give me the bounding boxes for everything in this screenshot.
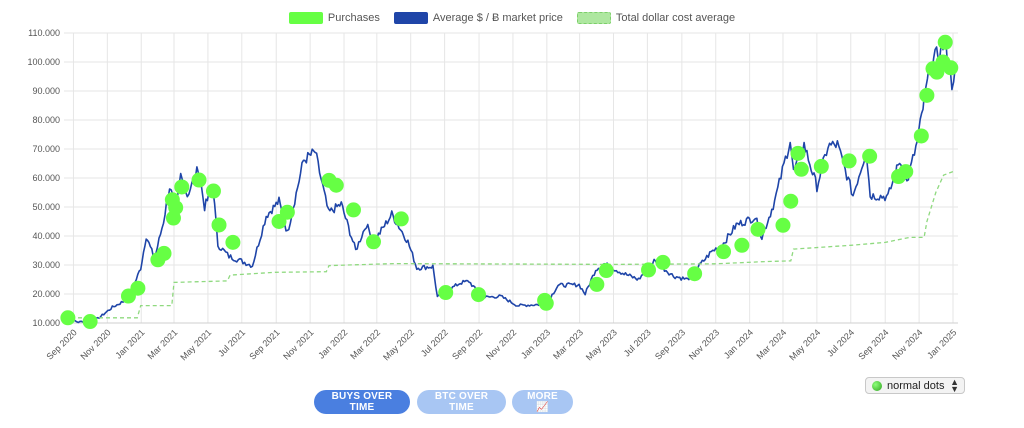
- purchase-dot[interactable]: [790, 145, 806, 161]
- legend-purchases[interactable]: Purchases: [288, 12, 380, 24]
- x-tick-label: Jan 2024: [722, 327, 755, 360]
- x-tick-label: Sep 2022: [450, 327, 484, 361]
- x-tick-label: Sep 2021: [247, 327, 281, 361]
- purchase-dot[interactable]: [813, 158, 829, 174]
- x-tick-label: Mar 2022: [348, 327, 382, 361]
- y-tick-label: 90.000: [32, 86, 60, 96]
- purchase-dot[interactable]: [538, 295, 554, 311]
- y-tick-label: 80.000: [32, 115, 60, 125]
- dca-line: [64, 170, 956, 319]
- purchase-dot[interactable]: [164, 192, 180, 208]
- x-tick-label: Jul 2021: [216, 327, 247, 358]
- purchase-dot[interactable]: [716, 244, 732, 260]
- purchase-dot[interactable]: [919, 87, 935, 103]
- purchase-dot[interactable]: [898, 164, 914, 180]
- y-axis-ticks: 10.000 20.000 30.000 40.000 50.000 60.000 70.0…: [27, 28, 60, 328]
- purchase-dot[interactable]: [191, 172, 207, 188]
- y-tick-label: 70.000: [32, 144, 60, 154]
- x-tick-label: Nov 2024: [890, 327, 924, 361]
- x-tick-label: Mar 2023: [551, 327, 585, 361]
- x-tick-label: Jan 2025: [925, 327, 958, 360]
- x-tick-label: Jan 2023: [519, 327, 552, 360]
- price-chart: 10.000 20.000 30.000 40.000 50.000 60.000 70.0…: [27, 28, 959, 362]
- purchase-dot[interactable]: [687, 266, 703, 282]
- purchase-dot[interactable]: [130, 280, 146, 296]
- purchase-dot[interactable]: [470, 287, 486, 303]
- y-tick-label: 10.000: [32, 318, 60, 328]
- x-tick-label: Mar 2024: [754, 327, 788, 361]
- purchase-dot[interactable]: [345, 202, 361, 218]
- legend-avg-price-swatch: [393, 12, 428, 24]
- purchase-dot[interactable]: [943, 60, 959, 76]
- purchase-dot[interactable]: [793, 161, 809, 177]
- x-tick-label: May 2023: [584, 327, 619, 362]
- purchase-dot[interactable]: [913, 128, 929, 144]
- btc-over-time-button[interactable]: BTC OVER TIME: [417, 390, 506, 414]
- dot-style-value: normal dots: [887, 379, 945, 392]
- chart-grid: [64, 32, 958, 324]
- purchase-dot[interactable]: [365, 234, 381, 250]
- x-tick-label: Sep 2024: [856, 327, 890, 361]
- purchase-dot[interactable]: [174, 179, 190, 195]
- purchase-dot[interactable]: [82, 314, 98, 330]
- x-tick-label: May 2022: [381, 327, 416, 362]
- purchase-dot[interactable]: [598, 263, 614, 279]
- x-tick-label: May 2024: [787, 327, 822, 362]
- x-tick-label: Sep 2020: [45, 327, 79, 361]
- purchase-dot[interactable]: [783, 193, 799, 209]
- legend-dca[interactable]: Total dollar cost average: [576, 12, 736, 24]
- purchase-dot[interactable]: [328, 177, 344, 193]
- x-tick-label: Sep 2023: [653, 327, 687, 361]
- purchase-dots: [60, 34, 959, 330]
- green-dot-icon: [872, 380, 882, 391]
- x-tick-label: Nov 2022: [484, 327, 518, 361]
- purchase-dot[interactable]: [211, 217, 227, 233]
- purchase-dot[interactable]: [60, 310, 76, 326]
- more-button[interactable]: MORE 📈: [512, 390, 573, 414]
- legend-dca-label: Total dollar cost average: [615, 12, 736, 24]
- x-tick-label: Jul 2022: [419, 327, 450, 358]
- purchase-dot[interactable]: [862, 148, 878, 164]
- x-tick-label: Jul 2024: [825, 327, 856, 358]
- purchase-dot[interactable]: [775, 217, 791, 233]
- x-tick-label: Jul 2023: [622, 327, 653, 358]
- x-tick-label: May 2021: [178, 327, 213, 362]
- purchase-dot[interactable]: [734, 237, 750, 253]
- y-tick-label: 60.000: [32, 173, 60, 183]
- purchase-dot[interactable]: [589, 276, 605, 292]
- buys-over-time-button[interactable]: BUYS OVER TIME: [314, 390, 410, 414]
- x-tick-label: Mar 2021: [145, 327, 179, 361]
- x-tick-label: Nov 2021: [281, 327, 315, 361]
- select-arrows-icon: ▲ ▼: [950, 377, 959, 394]
- y-tick-label: 50.000: [32, 202, 60, 212]
- y-tick-label: 100.000: [27, 57, 60, 67]
- legend-dca-swatch: [576, 12, 611, 24]
- legend-purchases-label: Purchases: [327, 12, 380, 24]
- legend-avg-price[interactable]: Average $ / Ƀ market price: [393, 12, 563, 24]
- x-tick-label: Nov 2023: [687, 327, 721, 361]
- y-tick-label: 110.000: [28, 28, 60, 38]
- purchase-dot[interactable]: [279, 204, 295, 220]
- purchase-dot[interactable]: [641, 262, 657, 278]
- purchase-dot[interactable]: [156, 245, 172, 261]
- purchase-dot[interactable]: [937, 34, 953, 50]
- y-tick-label: 40.000: [32, 231, 60, 241]
- purchase-dot[interactable]: [750, 221, 766, 237]
- purchase-dot[interactable]: [841, 153, 857, 169]
- purchase-dot[interactable]: [655, 254, 671, 270]
- y-tick-label: 30.000: [32, 260, 60, 270]
- purchase-dot[interactable]: [205, 183, 221, 199]
- x-tick-label: Jan 2022: [316, 327, 349, 360]
- purchase-dot[interactable]: [225, 234, 241, 250]
- legend: Purchases Average $ / Ƀ market price Tot…: [0, 12, 1024, 24]
- x-tick-label: Jan 2021: [113, 327, 146, 360]
- y-tick-label: 20.000: [32, 289, 60, 299]
- legend-purchases-swatch: [288, 12, 323, 24]
- x-tick-label: Nov 2020: [78, 327, 112, 361]
- purchase-dot[interactable]: [393, 211, 409, 227]
- legend-avg-price-label: Average $ / Ƀ market price: [432, 12, 563, 24]
- dot-style-select[interactable]: normal dots ▲ ▼: [865, 377, 965, 394]
- purchase-dot[interactable]: [438, 285, 454, 301]
